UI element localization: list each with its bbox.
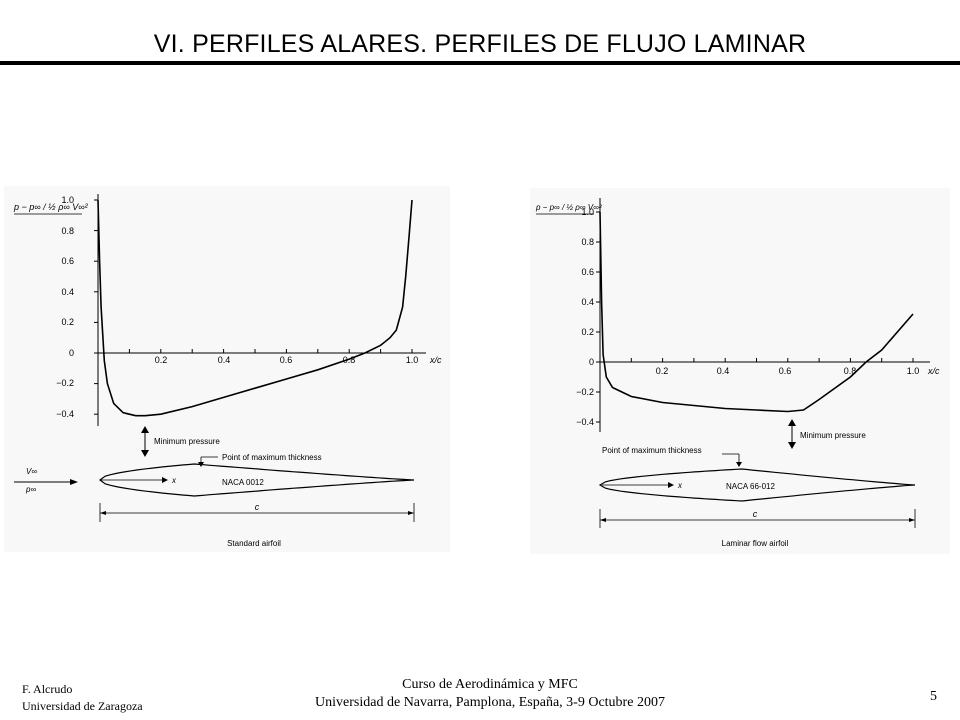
freestream-indicator: V∞ p∞ [14,467,78,494]
chord-label: c [753,509,758,519]
course-name: Curso de Aerodinámica y MFC [402,677,578,692]
ytick-label: 0.6 [581,267,594,277]
ytick-label: 1.0 [61,195,74,205]
naca-0012-airfoil-shape [98,463,415,497]
ytick-label: 0.8 [61,226,74,236]
laminar-pressure-chart: p − p∞ / ½ ρ∞ V∞² 1.0 0.8 0.6 0.4 0.2 0 … [530,188,950,554]
y-tick-marks [596,211,600,423]
max-thickness-marker: Point of maximum thickness [602,446,742,467]
ytick-label: 0.2 [61,317,74,327]
x-label: x [171,476,177,485]
pressure-distribution-line [599,211,914,413]
y-tick-marks [94,199,98,415]
xtick-label: 0.6 [779,366,792,376]
course-venue: Universidad de Navarra, Pamplona, España… [315,695,665,710]
title-rule [0,61,960,65]
standard-pressure-chart: p − p∞ / ½ ρ∞ V∞² 1.0 0.8 0.6 0.4 0.2 0 … [4,186,450,552]
minimum-pressure-label: Minimum pressure [154,437,220,446]
xtick-label: 0.4 [218,355,231,365]
figure-standard-airfoil: p − p∞ / ½ ρ∞ V∞² 1.0 0.8 0.6 0.4 0.2 0 … [4,186,450,552]
xtick-label: 1.0 [907,366,920,376]
xtick-label: 0.2 [155,355,168,365]
ytick-label: 0.4 [61,287,74,297]
xtick-label: 0.4 [717,366,730,376]
y-ticks: 1.0 0.8 0.6 0.4 0.2 0 −0.2 −0.4 [56,195,74,419]
ytick-label: −0.2 [576,387,594,397]
ytick-label: 0.4 [581,297,594,307]
ytick-label: 0.6 [61,256,74,266]
ytick-label: 0 [589,357,594,367]
ytick-label: −0.4 [576,417,594,427]
slide-title: VI. PERFILES ALARES. PERFILES DE FLUJO L… [153,30,807,58]
x-axis-arrow: x [100,476,177,485]
ytick-label: 0.8 [581,237,594,247]
page-number: 5 [930,689,937,704]
minimum-pressure-marker: Minimum pressure [141,426,220,457]
chord-dimension: c [599,509,916,528]
chord-dimension: c [99,502,415,522]
ytick-label: 1.0 [581,207,594,217]
y-ticks: 1.0 0.8 0.6 0.4 0.2 0 −0.2 −0.4 [576,207,594,427]
xtick-label: 0.8 [844,366,857,376]
naca-66-012-airfoil-shape [598,468,916,502]
xlabel: x/c [927,366,940,376]
max-thickness-label: Point of maximum thickness [602,446,702,455]
x-ticks: 0.2 0.4 0.6 0.8 1.0 x/c [656,366,940,376]
xlabel: x/c [429,355,442,365]
airfoil-name: NACA 0012 [222,478,264,487]
freestream-velocity-label: V∞ [26,467,37,476]
ylabel: p − p∞ / ½ ρ∞ V∞² [13,202,89,212]
xtick-label: 0.6 [280,355,293,365]
ytick-label: 0.2 [581,327,594,337]
x-tick-marks [630,358,914,362]
xtick-label: 0.2 [656,366,669,376]
airfoil-name: NACA 66-012 [726,482,775,491]
figure-laminar-airfoil: p − p∞ / ½ ρ∞ V∞² 1.0 0.8 0.6 0.4 0.2 0 … [530,188,950,554]
minimum-pressure-label: Minimum pressure [800,431,866,440]
xtick-label: 1.0 [406,355,419,365]
ytick-label: −0.4 [56,409,74,419]
ylabel: p − p∞ / ½ ρ∞ V∞² [535,203,602,212]
footer-course: Curso de Aerodinámica y MFC Universidad … [260,676,720,712]
x-tick-marks [128,349,413,353]
freestream-pressure-label: p∞ [25,485,36,494]
max-thickness-label: Point of maximum thickness [222,453,322,462]
chord-label: c [255,502,260,512]
figure-caption: Standard airfoil [227,539,281,548]
pressure-distribution-line [97,199,413,417]
footer-author: F. Alcrudo Universidad de Zaragoza [22,681,143,715]
author-name: F. Alcrudo [22,682,73,696]
x-label: x [677,481,683,490]
ytick-label: 0 [69,348,74,358]
x-axis-arrow: x [602,481,683,490]
ytick-label: −0.2 [56,378,74,388]
figure-caption: Laminar flow airfoil [722,539,789,548]
author-institution: Universidad de Zaragoza [22,699,143,713]
minimum-pressure-marker: Minimum pressure [788,419,866,449]
